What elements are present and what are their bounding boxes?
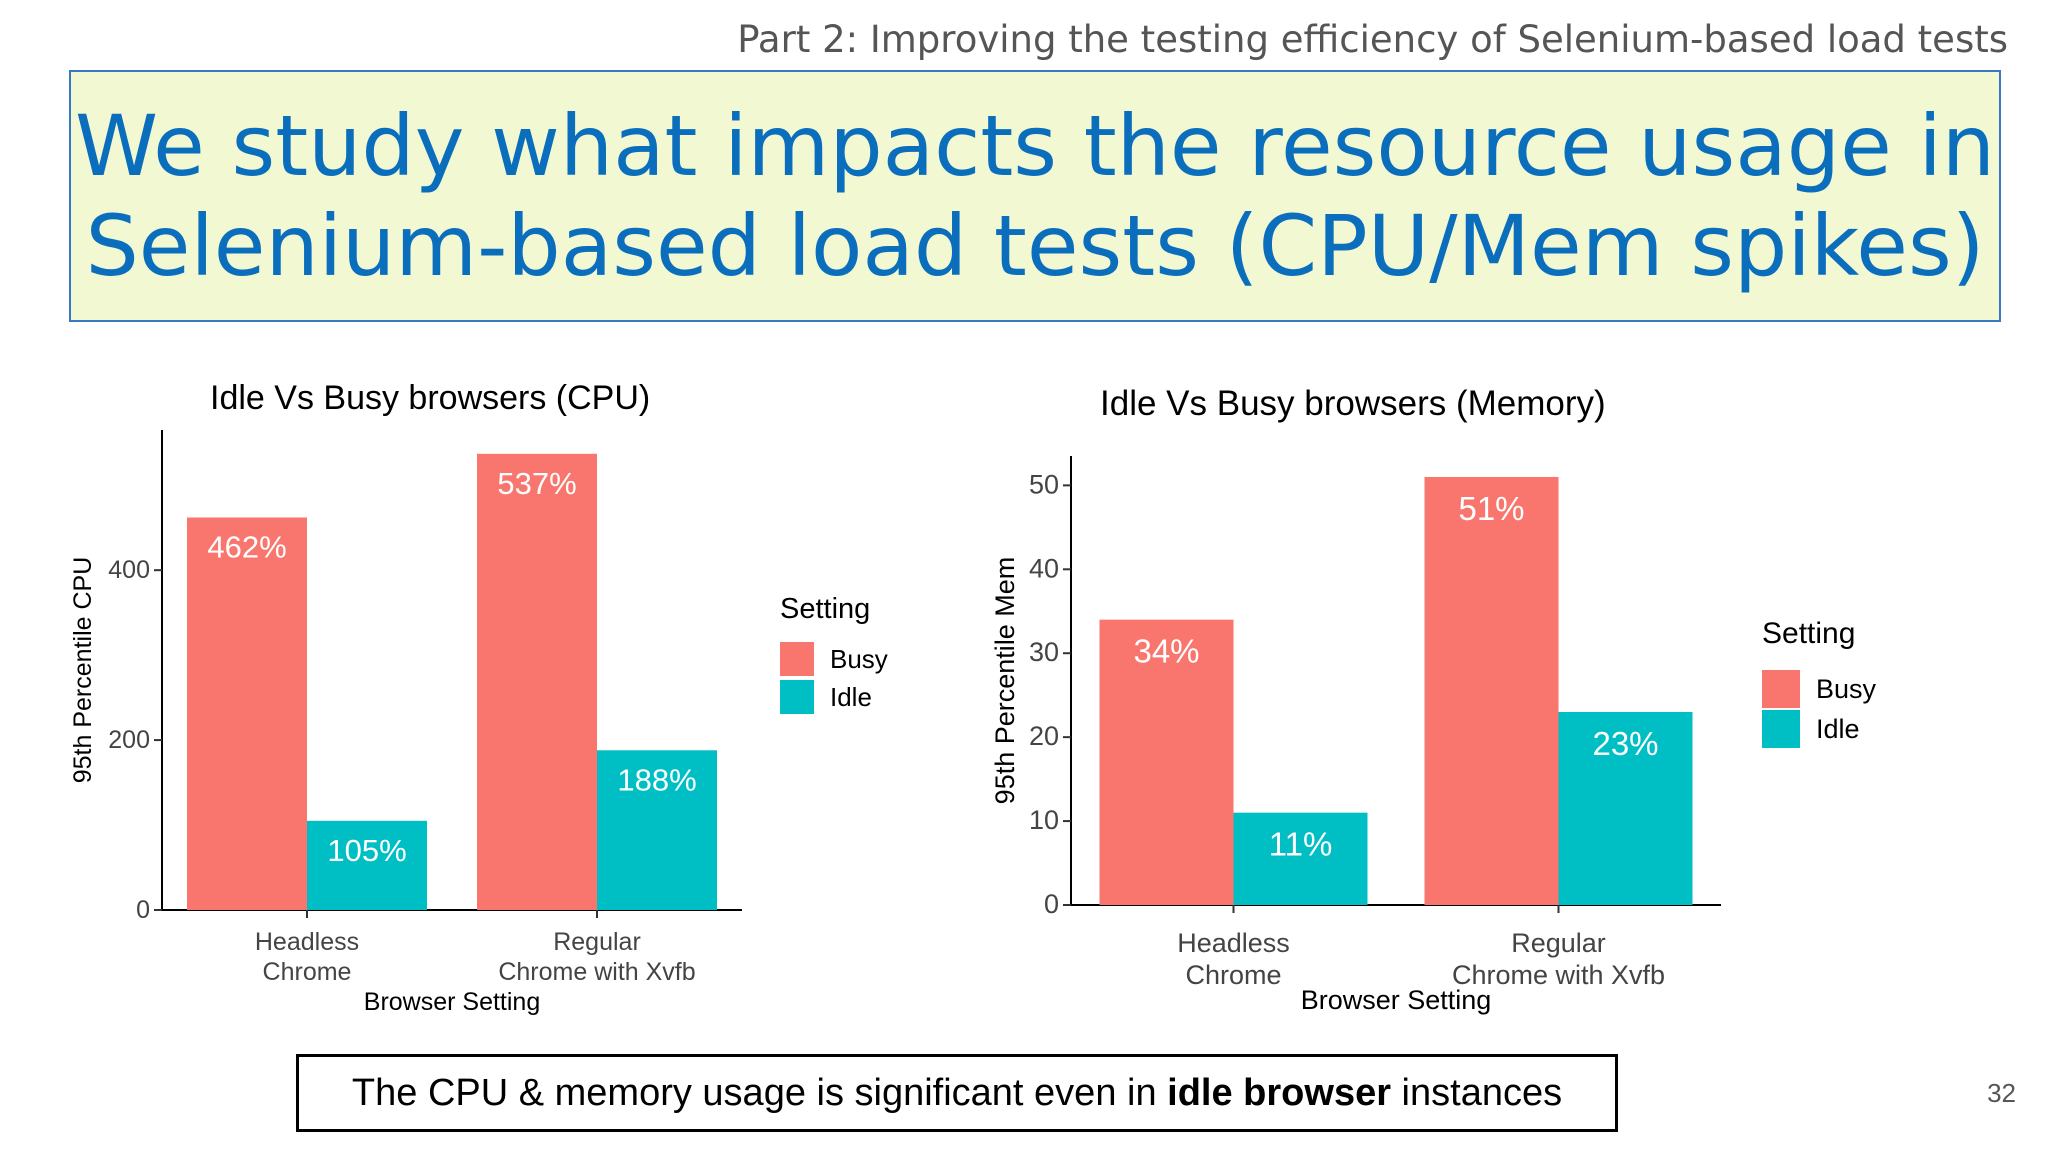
page-number: 32 <box>1987 1078 2016 1108</box>
mem-data-label: 11% <box>1269 826 1333 863</box>
mem-data-label: 51% <box>1458 490 1524 527</box>
mem-bar-busy <box>1099 619 1234 905</box>
cpu-x-axis-label: Browser Setting <box>364 988 540 1016</box>
mem-x-tick-label: Headless <box>1177 928 1290 958</box>
mem-y-tick-label: 20 <box>1029 721 1059 751</box>
cpu-data-label: 537% <box>497 466 576 501</box>
cpu-legend-label-busy: Busy <box>830 644 888 674</box>
cpu-legend-label-idle: Idle <box>830 682 872 712</box>
cpu-bar-chart: Idle Vs Busy browsers (CPU) 0 200 400 95th P… <box>60 370 960 1016</box>
mem-legend-key-busy <box>1762 670 1800 708</box>
cpu-x-tick-label: Chrome <box>263 958 352 986</box>
mem-legend-title: Setting <box>1762 617 1855 650</box>
memory-bar-chart: Idle Vs Busy browsers (Memory) 0 10 20 30 40 5… <box>980 375 1980 1045</box>
cpu-y-tick-label: 400 <box>108 556 150 584</box>
memory-chart-svg: Idle Vs Busy browsers (Memory) 0 10 20 30 40 5… <box>990 384 1877 1015</box>
cpu-data-label: 188% <box>617 762 696 797</box>
note-text-before: The CPU & memory usage is significant ev… <box>351 1071 1168 1114</box>
mem-bar-busy <box>1424 476 1559 905</box>
cpu-bar-idle <box>597 750 717 910</box>
cpu-bar-idle <box>307 820 427 910</box>
mem-x-tick-label: Chrome with Xvfb <box>1452 960 1665 990</box>
cpu-legend-title: Setting <box>780 593 870 625</box>
cpu-chart-svg: Idle Vs Busy browsers (CPU) 0 200 400 95th P… <box>69 379 888 1016</box>
mem-y-tick-label: 30 <box>1029 637 1059 667</box>
cpu-x-tick-label: Headless <box>255 928 359 956</box>
headline-line-1: We study what impacts the resource usage… <box>74 97 1996 195</box>
cpu-data-label: 462% <box>207 530 286 565</box>
mem-y-tick-label: 40 <box>1029 553 1059 583</box>
cpu-chart-title: Idle Vs Busy browsers (CPU) <box>210 379 650 417</box>
mem-data-label: 34% <box>1133 633 1199 670</box>
slide-subtitle: Part 2: Improving the testing efficiency… <box>737 18 2008 61</box>
mem-bar-idle <box>1233 812 1368 905</box>
cpu-y-axis-label: 95th Percentile CPU <box>69 557 97 784</box>
mem-y-tick-label: 0 <box>1044 889 1059 919</box>
mem-x-axis-label: Browser Setting <box>1301 985 1492 1015</box>
mem-y-tick-label: 10 <box>1029 805 1059 835</box>
note-text-bold: idle browser <box>1167 1071 1391 1114</box>
cpu-y-tick-label: 0 <box>136 896 150 924</box>
mem-legend-key-idle <box>1762 710 1800 748</box>
conclusion-note: The CPU & memory usage is significant ev… <box>296 1054 1618 1132</box>
mem-bar-idle <box>1558 711 1693 905</box>
mem-chart-title: Idle Vs Busy browsers (Memory) <box>1100 384 1606 423</box>
mem-legend-label-idle: Idle <box>1816 714 1860 744</box>
headline-box: We study what impacts the resource usage… <box>69 70 2001 322</box>
mem-data-label: 23% <box>1592 725 1658 762</box>
mem-y-axis-label: 95th Percentile Mem <box>990 557 1020 805</box>
mem-y-tick-label: 50 <box>1029 469 1059 499</box>
mem-x-tick-label: Regular <box>1511 928 1606 958</box>
cpu-bar-busy <box>187 517 307 910</box>
cpu-legend-key-busy <box>780 642 814 676</box>
cpu-x-tick-label: Chrome with Xvfb <box>498 958 695 986</box>
mem-x-tick-label: Chrome <box>1185 960 1281 990</box>
note-text-after: instances <box>1391 1071 1563 1114</box>
mem-legend-label-busy: Busy <box>1816 674 1877 704</box>
headline-line-2: Selenium-based load tests (CPU/Mem spike… <box>85 197 1985 295</box>
cpu-data-label: 105% <box>327 833 406 868</box>
cpu-bar-busy <box>477 453 597 910</box>
cpu-y-tick-label: 200 <box>108 726 150 754</box>
cpu-x-tick-label: Regular <box>553 928 641 956</box>
cpu-legend-key-idle <box>780 680 814 714</box>
